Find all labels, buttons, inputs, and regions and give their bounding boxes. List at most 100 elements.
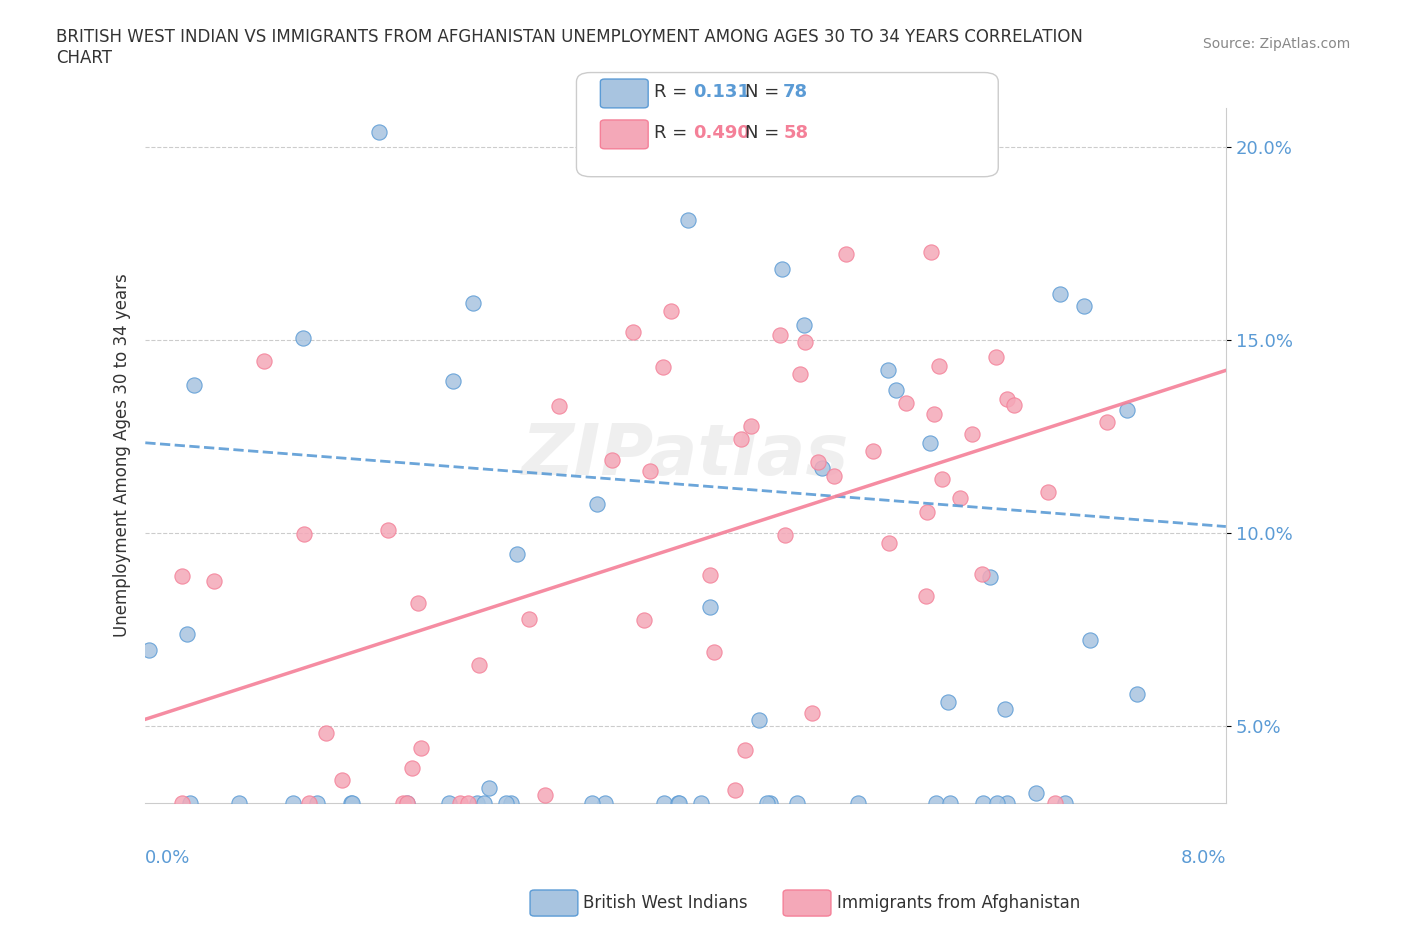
- Point: [543, 62, 565, 77]
- Point: [1053, 795, 1076, 810]
- Point: [810, 460, 832, 475]
- Point: [1088, 62, 1111, 77]
- Point: [724, 782, 747, 797]
- Point: [823, 469, 845, 484]
- Point: [922, 406, 945, 421]
- Point: [478, 780, 501, 795]
- Point: [703, 62, 725, 77]
- Point: [920, 245, 942, 259]
- Point: [988, 62, 1011, 77]
- Point: [495, 795, 517, 810]
- Text: R =: R =: [654, 124, 693, 142]
- Point: [1025, 786, 1047, 801]
- Point: [755, 795, 778, 810]
- Point: [835, 62, 858, 77]
- Point: [993, 701, 1015, 716]
- Point: [441, 373, 464, 388]
- Point: [748, 712, 770, 727]
- Point: [1049, 286, 1071, 301]
- Point: [534, 788, 557, 803]
- Point: [914, 588, 936, 603]
- Point: [972, 795, 994, 810]
- Point: [970, 567, 993, 582]
- Point: [936, 695, 959, 710]
- Point: [786, 795, 808, 810]
- Point: [228, 795, 250, 810]
- Point: [602, 453, 624, 468]
- Y-axis label: Unemployment Among Ages 30 to 34 years: Unemployment Among Ages 30 to 34 years: [114, 273, 131, 637]
- Text: BRITISH WEST INDIAN VS IMMIGRANTS FROM AFGHANISTAN UNEMPLOYMENT AMONG AGES 30 TO: BRITISH WEST INDIAN VS IMMIGRANTS FROM A…: [56, 28, 1083, 67]
- Point: [793, 335, 815, 350]
- Point: [884, 382, 907, 397]
- Point: [995, 795, 1018, 810]
- Text: Source: ZipAtlas.com: Source: ZipAtlas.com: [1202, 37, 1350, 51]
- Point: [252, 353, 274, 368]
- Point: [770, 262, 793, 277]
- Text: 0.0%: 0.0%: [145, 849, 191, 867]
- Point: [912, 62, 935, 77]
- Point: [979, 570, 1001, 585]
- Point: [523, 62, 546, 77]
- Point: [138, 643, 160, 658]
- Point: [773, 527, 796, 542]
- Point: [411, 741, 433, 756]
- Point: [451, 62, 474, 77]
- Point: [392, 795, 415, 810]
- Point: [253, 70, 276, 85]
- Point: [585, 497, 607, 512]
- Point: [676, 213, 699, 228]
- Point: [734, 743, 756, 758]
- Point: [472, 795, 495, 810]
- Point: [877, 536, 900, 551]
- Point: [499, 795, 522, 810]
- Point: [174, 62, 197, 77]
- Text: 8.0%: 8.0%: [1181, 849, 1226, 867]
- Text: British West Indians: British West Indians: [583, 894, 748, 912]
- Point: [377, 523, 399, 538]
- Text: 0.490: 0.490: [693, 124, 749, 142]
- Point: [179, 795, 201, 810]
- Point: [506, 547, 529, 562]
- Point: [703, 644, 725, 659]
- Point: [1078, 632, 1101, 647]
- Point: [925, 795, 948, 810]
- Point: [226, 62, 249, 77]
- Point: [984, 350, 1007, 365]
- Point: [461, 296, 484, 311]
- Point: [690, 795, 713, 810]
- Point: [793, 318, 815, 333]
- Point: [581, 795, 603, 810]
- Point: [740, 418, 762, 433]
- Point: [406, 595, 429, 610]
- Point: [609, 73, 631, 87]
- Point: [1038, 485, 1060, 499]
- Point: [291, 330, 314, 345]
- Point: [202, 574, 225, 589]
- Point: [447, 62, 470, 77]
- Point: [638, 464, 661, 479]
- Text: 0.131: 0.131: [693, 83, 749, 101]
- Point: [699, 600, 721, 615]
- Point: [283, 795, 305, 810]
- Point: [292, 526, 315, 541]
- Point: [776, 62, 799, 77]
- Point: [986, 795, 1008, 810]
- Point: [1043, 795, 1066, 810]
- Point: [1073, 299, 1095, 313]
- Point: [401, 761, 423, 776]
- Point: [633, 612, 655, 627]
- Point: [468, 658, 491, 672]
- Point: [305, 795, 328, 810]
- Point: [449, 795, 471, 810]
- Point: [862, 444, 884, 458]
- Point: [995, 392, 1018, 406]
- Text: N =: N =: [745, 124, 785, 142]
- Text: R =: R =: [654, 83, 693, 101]
- Point: [877, 363, 900, 378]
- Text: 78: 78: [783, 83, 808, 101]
- Point: [651, 360, 673, 375]
- Point: [928, 62, 950, 77]
- Point: [368, 125, 391, 140]
- Point: [330, 773, 353, 788]
- Text: 58: 58: [783, 124, 808, 142]
